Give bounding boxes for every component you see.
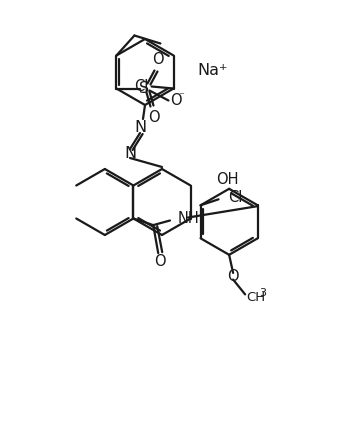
Text: OH: OH [217,172,239,187]
Text: O: O [170,93,181,108]
Text: 3: 3 [259,288,266,298]
Text: S: S [139,81,149,96]
Text: N: N [134,119,146,134]
Text: CH: CH [246,291,265,303]
Text: O: O [152,52,163,67]
Text: O: O [227,269,239,284]
Text: O: O [154,254,166,269]
Text: ⁻: ⁻ [179,91,184,102]
Text: NH: NH [178,211,200,226]
Text: N: N [124,145,136,161]
Text: Cl: Cl [134,79,149,94]
Text: Cl: Cl [229,190,243,205]
Text: Na⁺: Na⁺ [197,63,228,78]
Text: O: O [148,110,159,125]
